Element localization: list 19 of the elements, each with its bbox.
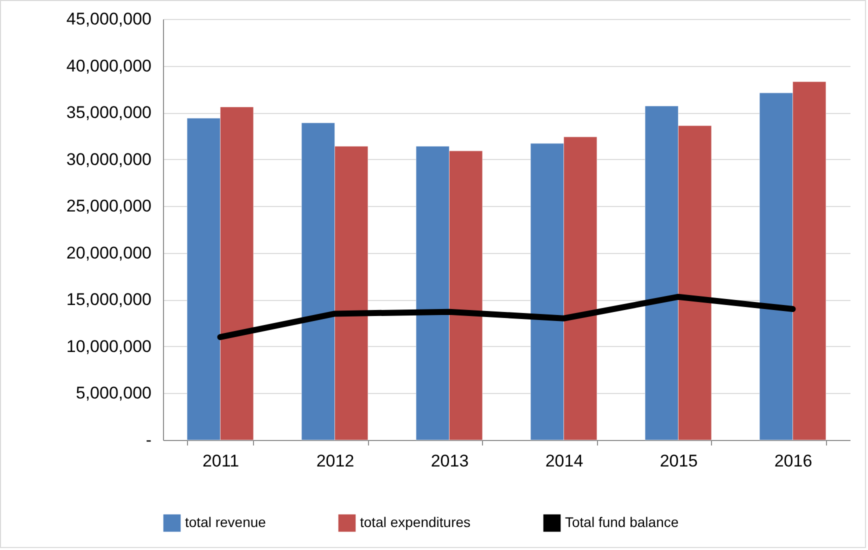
y-tick-label: 5,000,000 — [76, 384, 152, 403]
x-tick-label: 2015 — [660, 452, 698, 470]
y-tick-label: 45,000,000 — [66, 10, 152, 28]
y-tick-label: 15,000,000 — [66, 290, 152, 310]
x-tick-label: 2014 — [545, 452, 584, 470]
x-tick-label: 2016 — [774, 452, 812, 470]
y-tick-label: 35,000,000 — [66, 103, 152, 122]
y-tick-label: 25,000,000 — [66, 196, 152, 216]
x-tick-label: 2013 — [430, 452, 469, 470]
y-tick-label: 30,000,000 — [66, 150, 152, 169]
x-tick-label: 2011 — [202, 452, 240, 470]
y-tick-label: 20,000,000 — [66, 243, 152, 262]
y-tick-label: 10,000,000 — [66, 336, 152, 356]
legend-label: total expenditures — [360, 514, 471, 530]
y-tick-label: 40,000,000 — [66, 56, 152, 76]
legend-label: total revenue — [185, 514, 266, 530]
legend-label: Total fund balance — [565, 514, 679, 530]
x-tick-label: 2012 — [316, 452, 354, 470]
y-tick-label: - — [146, 430, 152, 450]
